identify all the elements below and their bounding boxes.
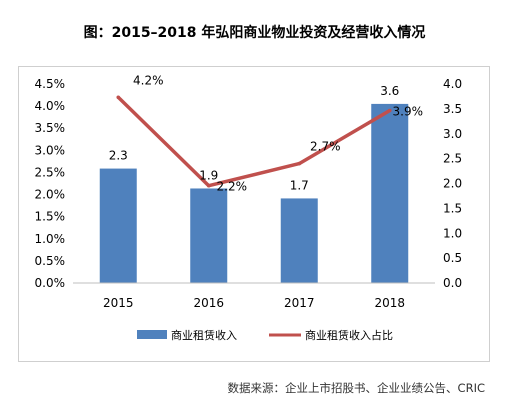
line-value-label: 2.7% [310,140,341,154]
bar-value-label: 1.7 [290,178,309,192]
bar-value-label: 3.6 [380,84,399,98]
line-value-label: 3.9% [393,105,424,119]
bar-series [99,103,409,284]
x-tick-label: 2015 [103,296,134,310]
combo-chart: 0.0% 0.5% 1.0% 1.5% 2.0% 2.5% 3.0% 3.5% 4.0% 4.5%… [35,73,463,342]
right-axis-ticks: 0.0 0.5 1.0 1.5 2.0 2.5 3.0 3.5 4.0 [443,77,462,290]
left-tick-label: 0.5% [35,254,66,268]
left-tick-label: 1.5% [35,210,66,224]
line-point [116,95,121,100]
right-tick-label: 3.5 [443,102,462,116]
right-tick-label: 2.0 [443,177,462,191]
line-point [387,108,392,113]
right-tick-label: 0.5 [443,251,462,265]
line-value-label: 2.2% [217,180,248,194]
bar [99,168,137,283]
left-tick-label: 4.5% [35,77,66,91]
left-tick-label: 1.0% [35,232,66,246]
right-tick-label: 4.0 [443,77,462,91]
x-tick-label: 2017 [284,296,315,310]
left-tick-label: 3.5% [35,121,66,135]
legend: 商业租赁收入 商业租赁收入占比 [137,328,393,342]
line-point [206,183,211,188]
bar [371,103,409,284]
right-tick-label: 1.5 [443,201,462,215]
left-tick-label: 2.0% [35,188,66,202]
left-tick-label: 0.0% [35,276,66,290]
bar [190,188,228,283]
legend-label-line: 商业租赁收入占比 [305,328,393,342]
left-axis-ticks: 0.0% 0.5% 1.0% 1.5% 2.0% 2.5% 3.0% 3.5% 4.0% 4.5% [35,77,66,290]
bar-value-label: 2.3 [109,149,128,163]
left-tick-label: 2.5% [35,165,66,179]
left-tick-label: 3.0% [35,143,66,157]
right-tick-label: 2.5 [443,152,462,166]
bar-value-label: 1.9 [199,168,218,182]
legend-swatch-bar [137,330,167,339]
data-labels: 2.3 1.9 1.7 3.6 4.2% 2.2% 2.7% 3.9% [109,73,423,193]
line-path [117,96,391,188]
source-note: 数据来源：企业上市招股书、企业业绩公告、CRIC [227,381,485,395]
x-axis-ticks: 2015 2016 2017 2018 [103,296,405,310]
line-point [297,161,302,166]
bar [280,198,318,283]
x-tick-label: 2016 [193,296,224,310]
x-tick-label: 2018 [374,296,405,310]
right-tick-label: 3.0 [443,127,462,141]
line-value-label: 4.2% [133,73,164,87]
chart-frame: 0.0% 0.5% 1.0% 1.5% 2.0% 2.5% 3.0% 3.5% 4.0% 4.5%… [18,66,490,362]
line-series [116,95,392,188]
chart-title: 图：2015–2018 年弘阳商业物业投资及经营收入情况 [83,25,426,41]
legend-label-bar: 商业租赁收入 [171,328,237,342]
right-tick-label: 0.0 [443,276,462,290]
right-tick-label: 1.0 [443,226,462,240]
left-tick-label: 4.0% [35,99,66,113]
